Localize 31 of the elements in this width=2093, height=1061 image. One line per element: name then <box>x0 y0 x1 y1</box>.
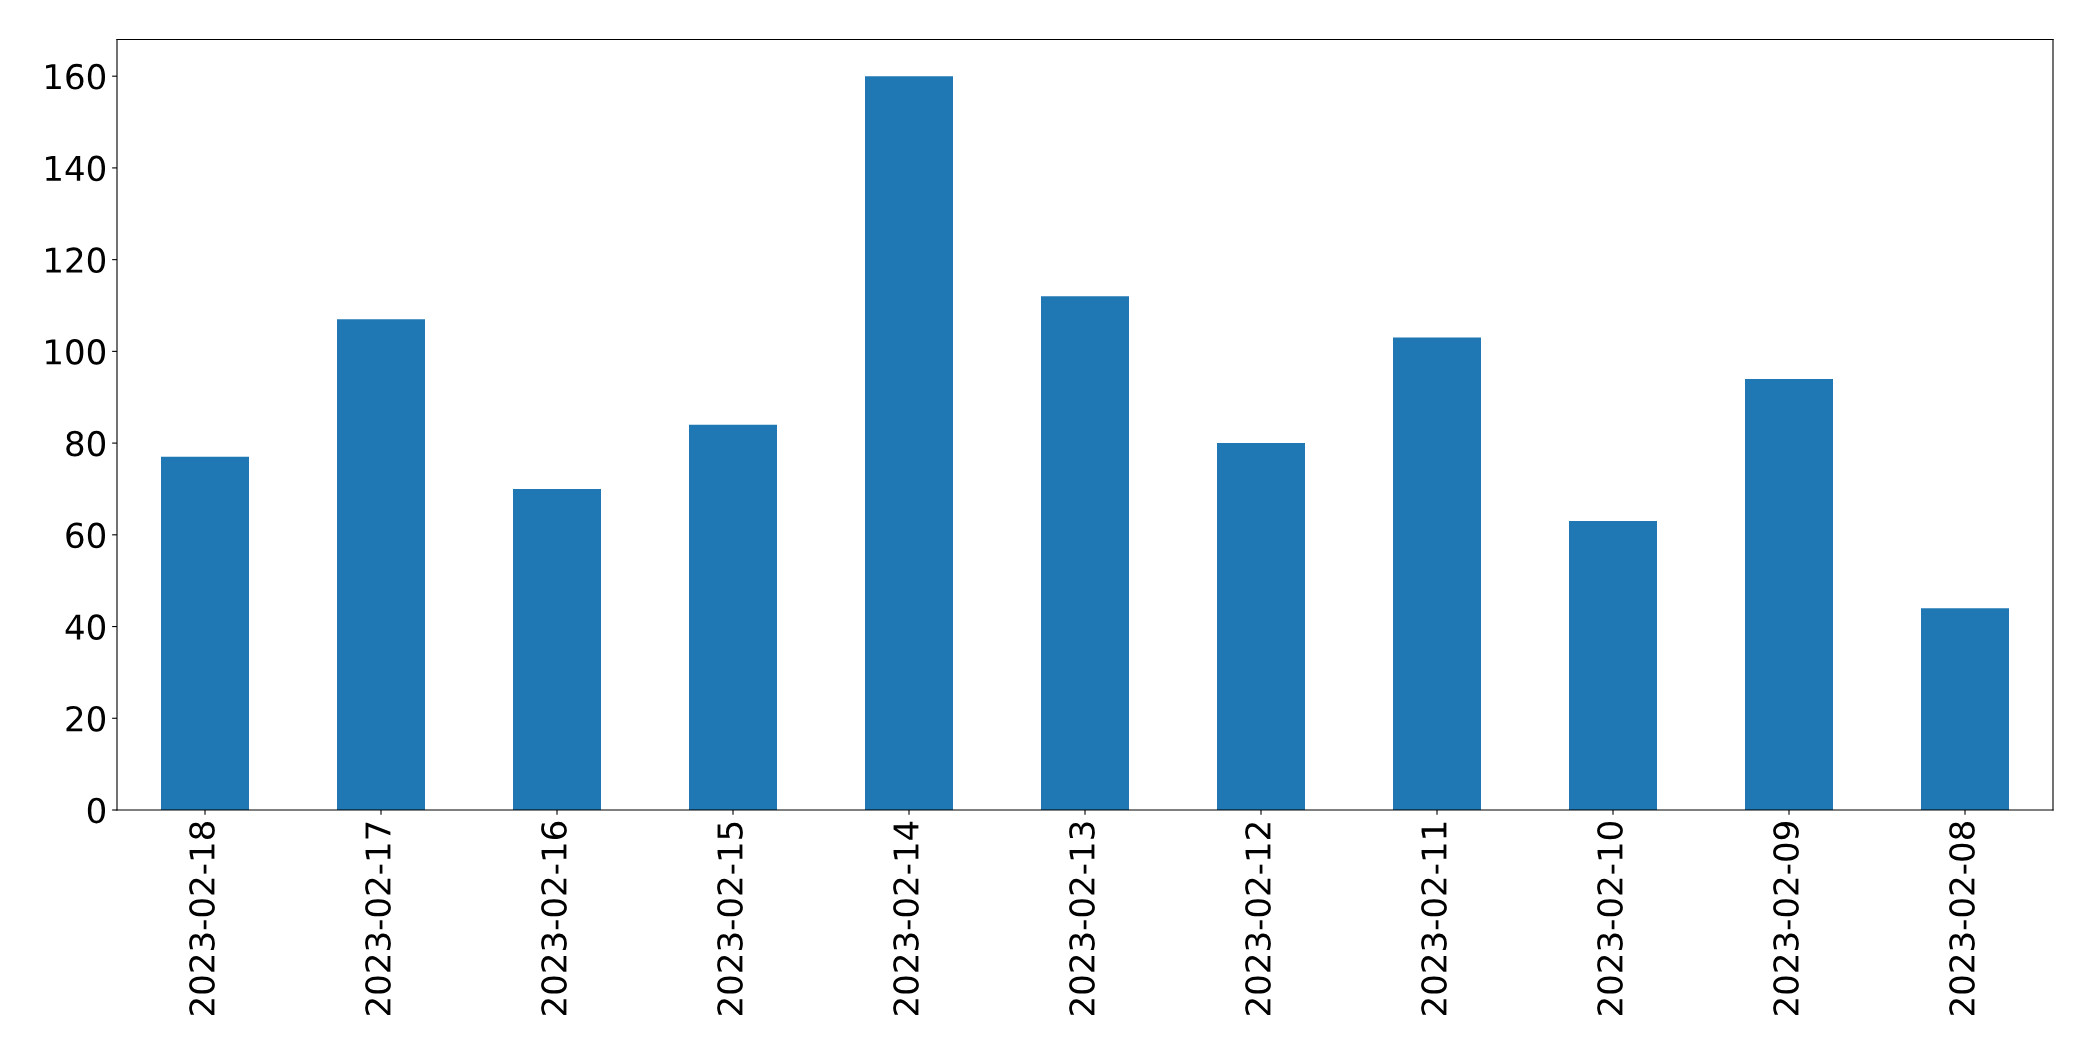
bar <box>1041 296 1129 810</box>
y-tick-label: 100 <box>46 339 106 365</box>
bar <box>1745 378 1833 810</box>
bar <box>337 319 425 810</box>
x-tick-label: 2023-02-10 <box>1597 821 1623 1015</box>
bar <box>689 424 777 810</box>
x-tick-label: 2023-02-17 <box>365 822 391 1015</box>
x-tick-label: 2023-02-16 <box>541 821 567 1015</box>
x-tick-label: 2023-02-15 <box>717 822 743 1015</box>
x-tick-label: 2023-02-18 <box>189 822 215 1015</box>
x-tick-label: 2023-02-11 <box>1421 822 1447 1015</box>
bar <box>1569 521 1657 810</box>
x-tick-label: 2023-02-13 <box>1069 822 1095 1015</box>
y-tick-label: 140 <box>46 155 106 182</box>
y-tick-label: 20 <box>66 705 106 732</box>
bar <box>1217 443 1305 810</box>
bar <box>1921 608 2009 810</box>
y-tick-label: 160 <box>46 63 106 90</box>
bar <box>161 456 249 810</box>
y-tick-label: 80 <box>66 430 106 457</box>
x-tick-label: 2023-02-12 <box>1245 823 1271 1015</box>
bar <box>513 488 601 810</box>
bar <box>865 76 953 810</box>
x-tick-label: 2023-02-08 <box>1949 822 1975 1015</box>
x-tick-label: 2023-02-14 <box>893 821 919 1015</box>
bar <box>1393 337 1481 810</box>
y-tick-label: 40 <box>65 614 106 640</box>
x-tick-label: 2023-02-09 <box>1773 822 1799 1015</box>
y-tick-label: 0 <box>87 797 106 824</box>
y-tick-label: 60 <box>66 522 106 549</box>
y-tick-label: 120 <box>46 247 106 274</box>
